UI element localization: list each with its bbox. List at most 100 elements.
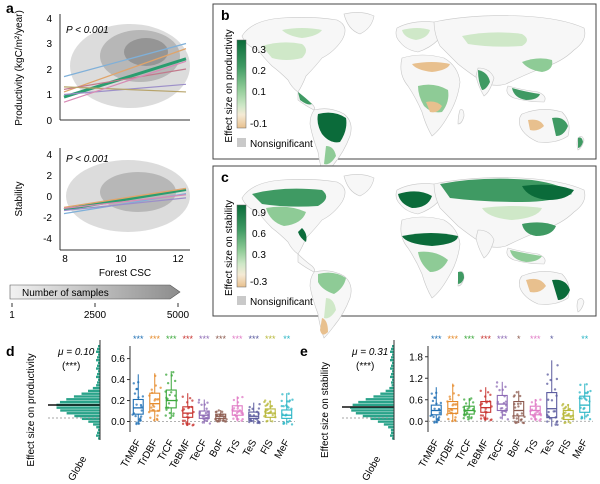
data-point xyxy=(437,416,441,419)
data-point xyxy=(241,395,244,399)
data-point xyxy=(546,420,549,423)
xtick: 10 xyxy=(115,254,127,265)
hist-bar xyxy=(96,358,100,362)
regression-line xyxy=(63,42,187,78)
data-point xyxy=(287,392,290,395)
cbar-tick: 0.9 xyxy=(252,208,266,219)
hist-bar xyxy=(73,395,100,398)
hist-bar xyxy=(391,347,394,351)
data-point xyxy=(489,393,492,397)
hist-bar xyxy=(59,400,100,404)
xtick: 8 xyxy=(62,254,68,265)
data-point xyxy=(546,373,549,376)
data-point xyxy=(265,420,268,423)
p-value-bottom: P < 0.001 xyxy=(66,154,109,165)
hist-bar xyxy=(388,426,394,429)
data-point xyxy=(580,397,583,400)
data-point xyxy=(166,381,170,385)
data-point xyxy=(206,401,209,404)
data-point xyxy=(433,420,436,423)
data-point xyxy=(232,417,235,420)
ytick: 1.8 xyxy=(409,352,423,363)
data-point xyxy=(464,402,468,405)
data-point xyxy=(589,389,592,393)
significance-stars: *** xyxy=(497,334,508,344)
cbar-tick: 0.3 xyxy=(252,45,266,56)
data-point xyxy=(447,417,450,421)
data-point xyxy=(512,416,515,420)
box xyxy=(149,392,161,412)
data-point xyxy=(153,399,156,402)
hist-bar xyxy=(385,389,394,393)
data-point xyxy=(266,402,270,405)
ytick: 0.6 xyxy=(111,354,125,365)
hist-bar xyxy=(392,437,394,440)
data-point xyxy=(290,407,293,411)
data-point xyxy=(263,400,266,404)
data-point xyxy=(281,393,284,396)
data-point xyxy=(214,418,217,421)
hist-bar xyxy=(96,375,100,379)
ytick: 0.2 xyxy=(111,396,125,407)
nonsig-swatch xyxy=(237,296,246,305)
box xyxy=(447,400,459,414)
samples-tick: 2500 xyxy=(84,310,107,321)
hist-bar xyxy=(97,431,100,435)
data-point xyxy=(515,391,519,394)
hist-bar xyxy=(96,350,100,353)
hist-bar xyxy=(362,414,394,418)
category-label: TrS xyxy=(225,438,243,457)
hist-bar xyxy=(392,345,394,348)
data-point xyxy=(549,378,552,382)
data-point xyxy=(168,393,171,397)
hist-bar xyxy=(81,417,100,421)
globe-label: Globe xyxy=(66,454,89,483)
regression-line xyxy=(63,194,187,209)
category-label: TrS xyxy=(523,438,541,457)
panel-label-e: e xyxy=(300,343,308,359)
data-point xyxy=(555,377,559,381)
category-label: TeS xyxy=(539,438,557,459)
data-point xyxy=(553,410,557,413)
data-point xyxy=(530,401,534,404)
hist-bar xyxy=(74,414,100,418)
significance-stars: *** xyxy=(166,334,177,344)
data-point xyxy=(220,410,224,414)
hist-bar xyxy=(98,428,100,432)
data-point xyxy=(188,422,191,426)
p-value-top: P < 0.001 xyxy=(66,25,109,36)
hist-bar xyxy=(392,361,394,365)
data-point xyxy=(172,371,175,374)
data-point xyxy=(585,391,589,395)
hist-bar xyxy=(391,431,394,435)
data-point xyxy=(133,392,137,395)
data-point xyxy=(150,388,153,391)
biome-boxplot-stability: 1.81.20.60.0***TrMBF***TrDBF***TrCF***Te… xyxy=(409,334,593,471)
data-point xyxy=(135,421,138,424)
hist-bar xyxy=(88,420,100,423)
category-label: TeCF xyxy=(486,438,507,464)
hist-bar xyxy=(81,392,100,395)
data-point xyxy=(585,383,588,386)
data-point xyxy=(236,407,239,410)
ytick: 0 xyxy=(46,116,52,127)
samples-tick: 5000 xyxy=(167,310,190,321)
data-point xyxy=(436,418,440,422)
hist-bar xyxy=(97,372,100,376)
hist-bar xyxy=(98,378,100,381)
regression-line xyxy=(63,57,187,99)
data-point xyxy=(248,405,251,409)
data-point xyxy=(271,420,274,423)
hist-bar xyxy=(97,347,100,351)
category-label: BoF xyxy=(506,438,525,459)
hist-bar xyxy=(60,409,100,412)
data-point xyxy=(534,406,538,410)
data-point xyxy=(430,392,433,395)
ytick: 4 xyxy=(46,150,52,161)
data-point xyxy=(191,399,194,402)
nonsig-swatch xyxy=(237,138,246,147)
data-point xyxy=(431,399,435,403)
significance-stars: *** xyxy=(182,334,193,344)
hist-bar xyxy=(66,398,100,401)
ylabel-effect-stability: Effect size on stability xyxy=(320,362,331,458)
